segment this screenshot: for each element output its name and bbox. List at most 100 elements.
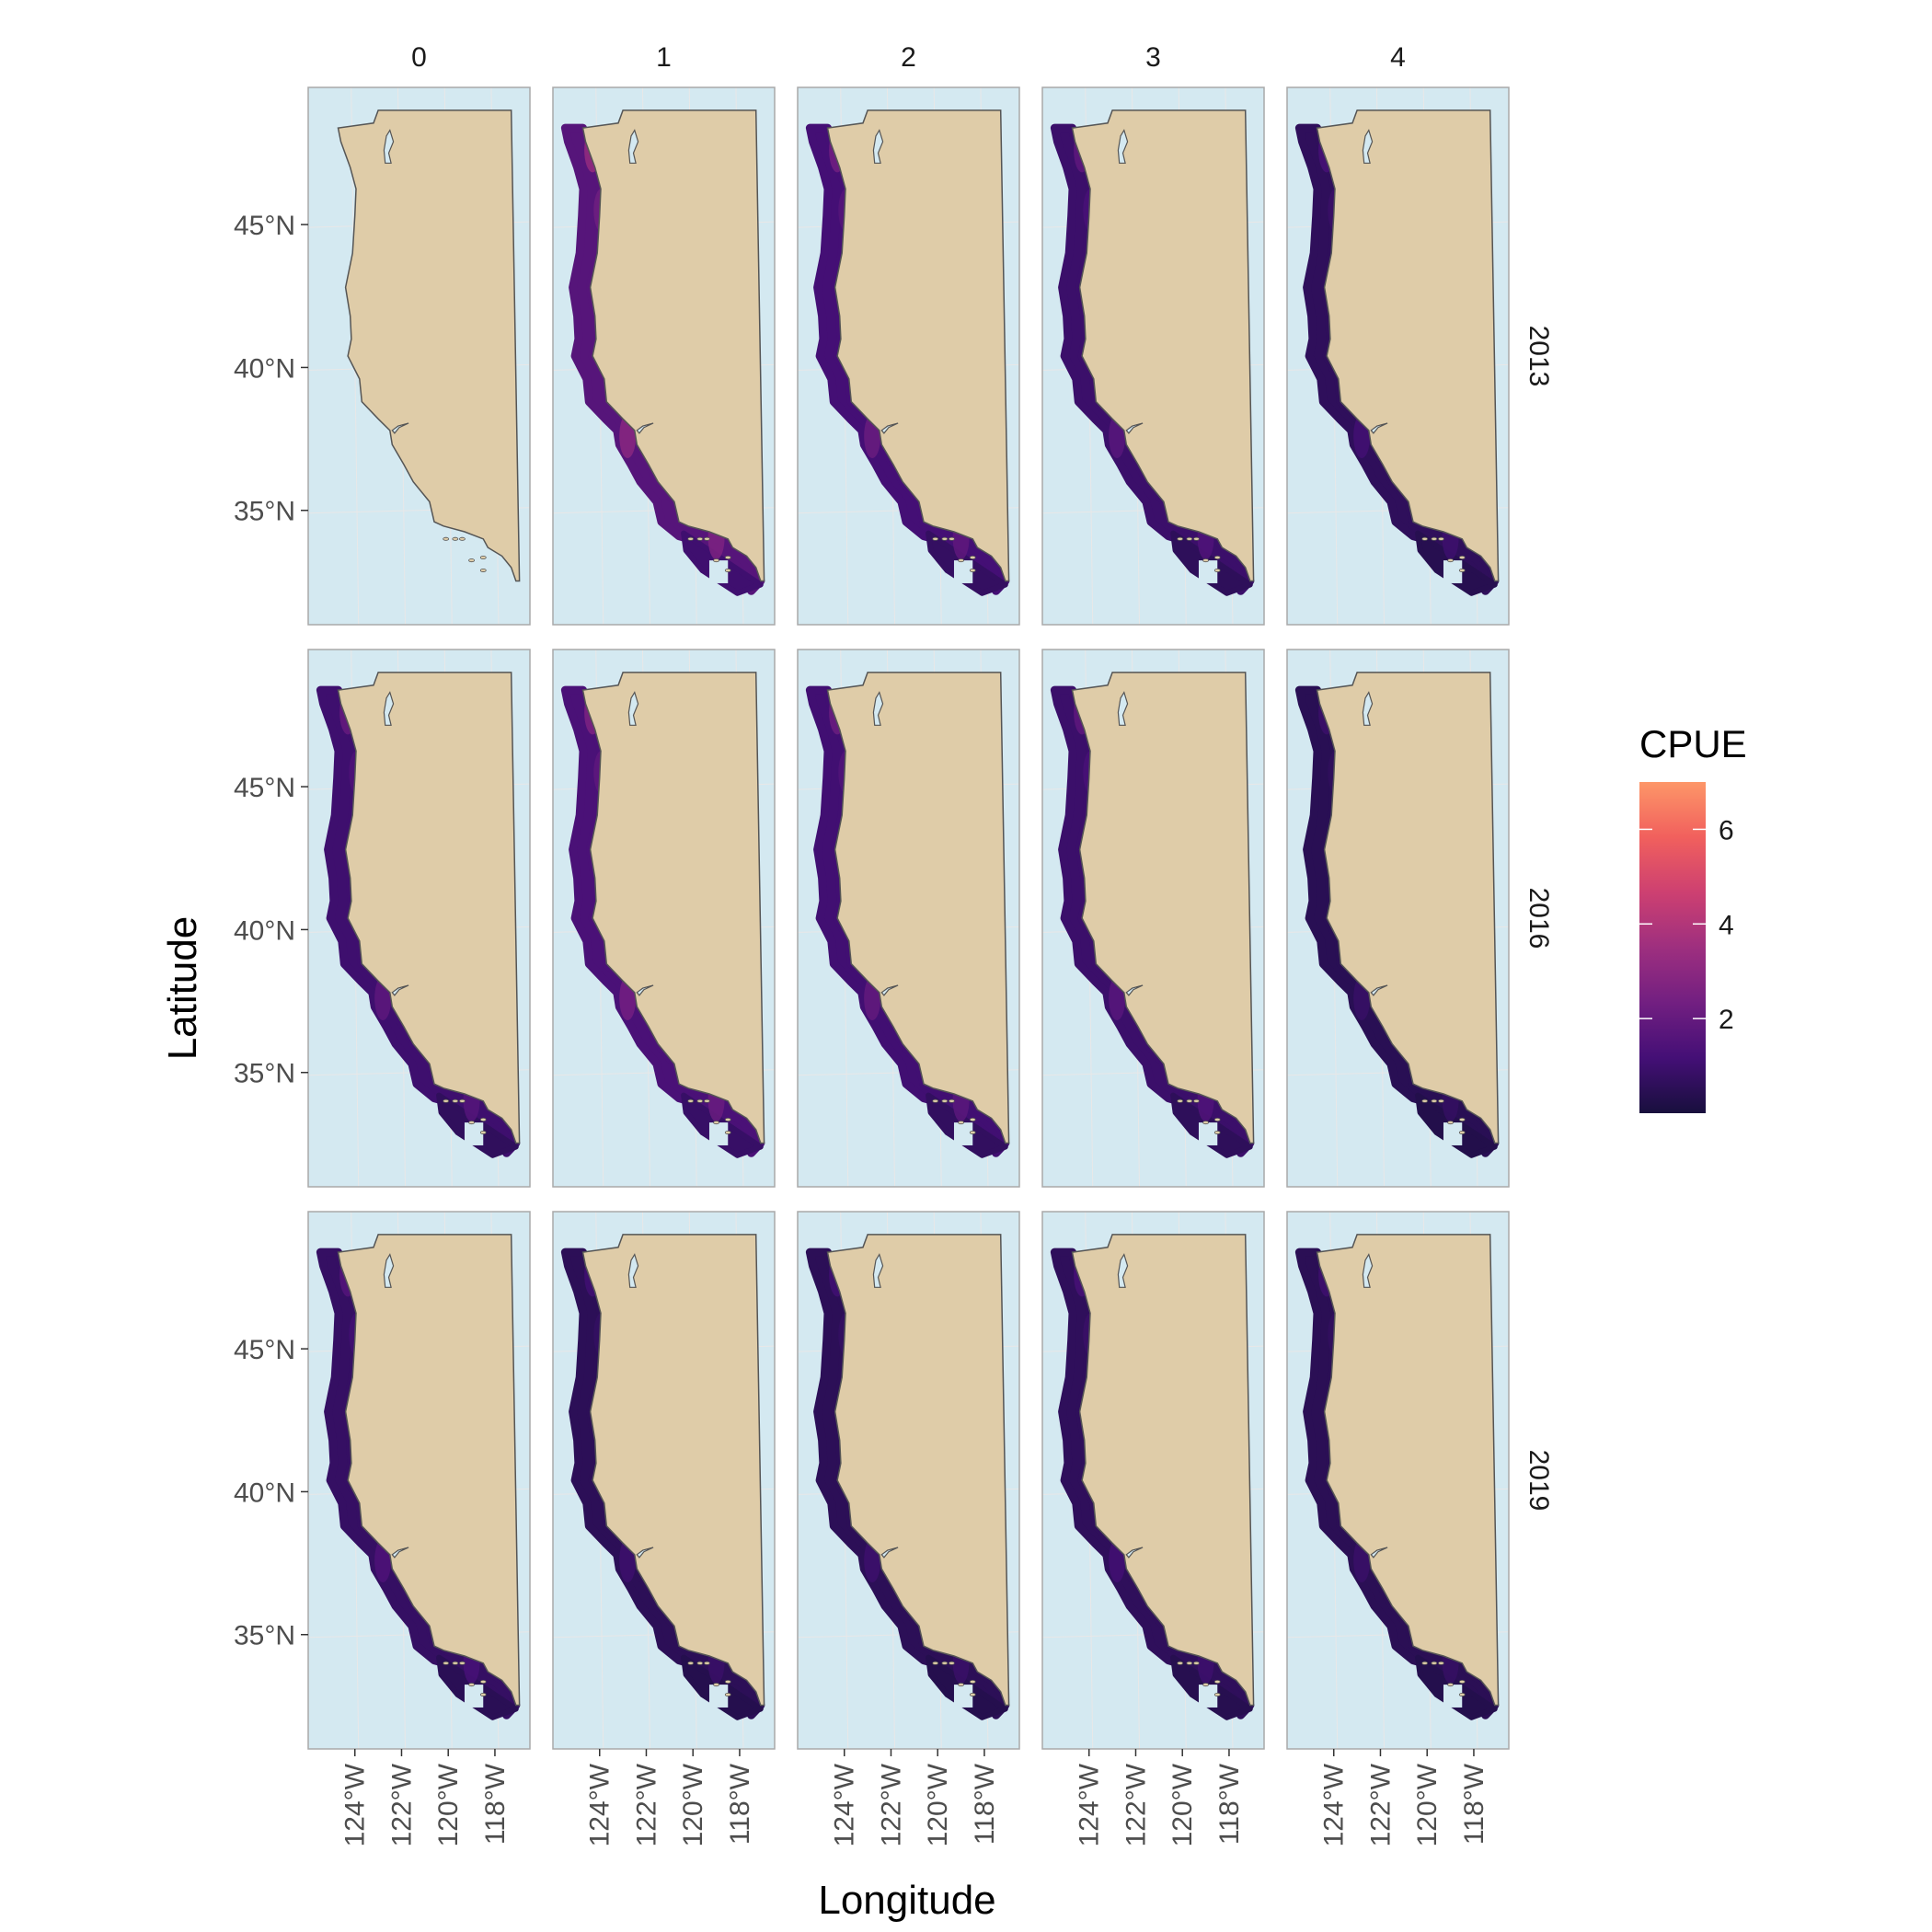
- x-tick-label: 118°W: [480, 1763, 511, 1845]
- panel-border: [1286, 1211, 1510, 1750]
- puget-sound: [383, 1253, 395, 1288]
- panel-border: [307, 86, 531, 626]
- panel-border: [1041, 649, 1265, 1188]
- x-tick-label: 120°W: [433, 1763, 464, 1846]
- facet-column-label: 1: [656, 42, 672, 73]
- sf-bay: [1370, 1547, 1388, 1558]
- map-panel: [797, 649, 1020, 1188]
- map-panel: [1041, 1211, 1265, 1750]
- channel-island: [1193, 1661, 1200, 1665]
- channel-island: [1421, 1661, 1429, 1665]
- channel-island: [1438, 536, 1444, 541]
- channel-island: [704, 536, 710, 541]
- channel-island: [1213, 568, 1221, 572]
- channel-island: [1202, 1683, 1209, 1687]
- panel-border: [552, 1211, 776, 1750]
- channel-island: [1431, 1661, 1438, 1665]
- x-tick-label: 122°W: [1365, 1763, 1396, 1846]
- x-tick-label: 120°W: [923, 1763, 953, 1846]
- puget-sound: [1362, 129, 1374, 164]
- sf-bay: [391, 1547, 409, 1558]
- legend-tick-label: 6: [1719, 815, 1734, 845]
- land-polygon: [1316, 672, 1500, 1144]
- channel-island: [724, 555, 731, 559]
- sf-bay: [1125, 984, 1144, 996]
- ocean-gap: [708, 560, 729, 583]
- channel-island: [1458, 1117, 1466, 1121]
- channel-island: [1213, 1692, 1221, 1696]
- channel-island: [932, 1661, 939, 1665]
- panel-border: [797, 86, 1020, 626]
- channel-island: [696, 1098, 704, 1103]
- channel-island: [1458, 568, 1466, 572]
- facet-row-label: 2019: [1524, 1450, 1554, 1512]
- channel-island: [724, 568, 731, 572]
- panel-border: [552, 86, 776, 626]
- sf-bay: [1125, 1547, 1144, 1558]
- channel-island: [1186, 1661, 1193, 1665]
- map-panel: [1041, 86, 1265, 626]
- channel-island: [949, 1098, 955, 1103]
- legend-tick-label: 4: [1719, 910, 1734, 940]
- ocean-gap: [1443, 560, 1463, 583]
- channel-island: [1177, 1098, 1184, 1103]
- map-panel: [1286, 649, 1510, 1188]
- channel-island: [724, 1130, 731, 1134]
- channel-island: [932, 536, 939, 541]
- ocean-gap: [1198, 560, 1218, 583]
- panel-border: [1286, 649, 1510, 1188]
- y-tick-label: 35°N: [234, 1059, 295, 1089]
- map-panels: [307, 86, 1510, 1750]
- channel-island: [724, 1692, 731, 1696]
- land-polygon: [337, 1234, 521, 1707]
- puget-sound: [383, 691, 395, 726]
- channel-island: [969, 555, 976, 559]
- channel-island: [687, 1098, 695, 1103]
- x-tick-label: 122°W: [876, 1763, 906, 1846]
- channel-island: [459, 536, 466, 541]
- ocean-gap: [953, 560, 973, 583]
- ocean-gap: [1198, 1685, 1218, 1708]
- puget-sound: [1117, 129, 1129, 164]
- x-tick-label: 124°W: [340, 1763, 371, 1846]
- channel-island: [696, 1661, 704, 1665]
- channel-island: [941, 1661, 949, 1665]
- x-tick-label: 124°W: [1075, 1763, 1105, 1846]
- sf-bay: [391, 422, 409, 434]
- sf-bay: [1370, 984, 1388, 996]
- legend-colorbar: [1639, 782, 1706, 1113]
- channel-island: [958, 1121, 964, 1125]
- channel-island: [949, 1661, 955, 1665]
- ocean-gap: [1443, 1122, 1463, 1145]
- legend-ticks: 6 4 2: [1639, 815, 1734, 1035]
- map-panel: [307, 1211, 531, 1750]
- x-tick-label: 122°W: [1121, 1763, 1151, 1846]
- panel-border: [797, 1211, 1020, 1750]
- legend-title: CPUE: [1639, 722, 1747, 765]
- channel-island: [1186, 536, 1193, 541]
- channel-island: [969, 1692, 976, 1696]
- channel-island: [969, 568, 976, 572]
- facet-column-label: 2: [901, 42, 916, 73]
- channel-island: [949, 536, 955, 541]
- channel-island: [479, 568, 487, 572]
- puget-sound: [1117, 1253, 1129, 1288]
- sf-bay: [1370, 422, 1388, 434]
- channel-island: [479, 1692, 487, 1696]
- channel-island: [452, 1098, 459, 1103]
- map-panel: [1286, 1211, 1510, 1750]
- puget-sound: [872, 1253, 884, 1288]
- y-tick-label: 45°N: [234, 1335, 295, 1365]
- channel-island: [443, 536, 450, 541]
- sf-bay: [880, 1547, 899, 1558]
- channel-island: [468, 1683, 475, 1687]
- panel-border: [797, 649, 1020, 1188]
- channel-island: [1458, 1130, 1466, 1134]
- channel-island: [1421, 1098, 1429, 1103]
- channel-island: [687, 1661, 695, 1665]
- channel-island: [932, 1098, 939, 1103]
- channel-island: [1431, 536, 1438, 541]
- channel-island: [1447, 1121, 1454, 1125]
- x-axis-title: Longitude: [818, 1878, 995, 1923]
- panel-border: [1286, 86, 1510, 626]
